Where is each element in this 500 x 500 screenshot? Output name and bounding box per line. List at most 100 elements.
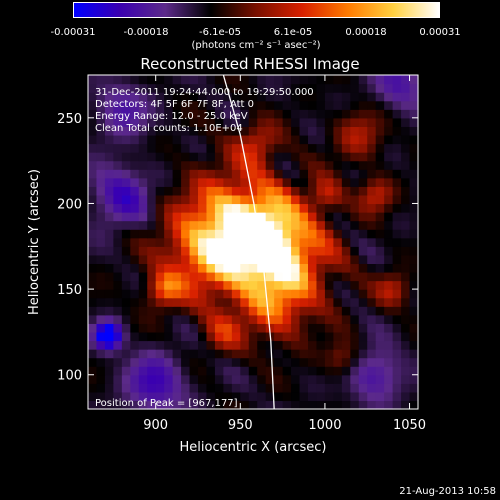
heatmap-cell [409,391,419,402]
heatmap-cell [96,220,106,230]
heatmap-cell [113,314,123,324]
heatmap-cell [299,194,309,205]
heatmap-cell [299,314,309,324]
heatmap-cell [282,331,292,342]
heatmap-cell [223,134,233,145]
heatmap-cell [401,297,411,307]
heatmap-cell [214,366,224,376]
heatmap-cell [350,160,360,170]
heatmap-cell [257,100,267,110]
heatmap-cell [324,126,334,136]
heatmap-cell [172,186,182,196]
heatmap-cell [324,323,334,333]
heatmap-cell [257,229,267,239]
heatmap-cell [358,126,368,136]
heatmap-cell [299,203,309,213]
heatmap-cell [164,400,174,410]
heatmap-cell [282,340,292,350]
heatmap-cell [265,314,275,324]
heatmap-cell [240,263,250,273]
heatmap-cell [392,323,402,333]
heatmap-cell [375,126,385,136]
heatmap-cell [384,117,394,127]
heatmap-cell [367,186,377,196]
heatmap-cell [223,117,233,127]
heatmap-cell [240,289,250,299]
heatmap-cell [181,177,191,187]
heatmap-cell [401,212,411,222]
heatmap-cell [164,357,174,367]
heatmap-cell [299,186,309,196]
heatmap-cell [138,160,148,170]
heatmap-cell [138,109,148,119]
heatmap-cell [350,237,360,247]
heatmap-cell [164,340,174,350]
heatmap-cell [358,109,368,119]
heatmap-cell [206,391,216,402]
heatmap-cell [240,160,250,170]
heatmap-cell [240,366,250,376]
heatmap-cell [189,117,199,127]
heatmap-cell [172,289,182,299]
heatmap-cell [155,177,165,187]
heatmap-cell [240,306,250,316]
heatmap-cell [223,152,233,162]
heatmap-cell [164,152,174,162]
heatmap-cell [198,169,208,179]
heatmap-cell [257,306,267,316]
heatmap-cell [392,263,402,273]
heatmap-cell [138,126,148,136]
heatmap-cell [138,400,148,410]
heatmap-cell [282,152,292,162]
heatmap-cell [375,391,385,402]
heatmap-cell [189,237,199,247]
heatmap-cell [88,289,98,299]
heatmap-cell [282,169,292,179]
heatmap-cell [308,229,318,239]
heatmap-cell [324,220,334,230]
heatmap-cell [341,263,351,273]
heatmap-cell [358,366,368,376]
heatmap-cell [181,374,191,384]
heatmap-cell [409,75,419,85]
heatmap-cell [257,314,267,324]
heatmap-cell [282,314,292,324]
heatmap-cell [240,134,250,145]
heatmap-cell [299,177,309,187]
heatmap-cell [113,203,123,213]
heatmap-cell [231,366,241,376]
heatmap-cell [113,289,123,299]
heatmap-cell [265,237,275,247]
heatmap-cell [282,117,292,127]
heatmap-cell [291,374,301,384]
heatmap-cell [257,134,267,145]
heatmap-cell [324,331,334,342]
heatmap-cell [113,100,123,110]
heatmap-cell [308,289,318,299]
heatmap-cell [299,400,309,410]
heatmap-cell [333,152,343,162]
heatmap-cell [341,297,351,307]
heatmap-cell [214,263,224,273]
heatmap-cell [350,391,360,402]
heatmap-cell [341,237,351,247]
heatmap-cell [316,186,326,196]
heatmap-cell [147,100,157,110]
heatmap-cell [172,391,182,402]
heatmap-cell [265,75,275,85]
heatmap-cell [341,331,351,342]
heatmap-cell [367,152,377,162]
heatmap-cell [113,349,123,359]
y-tick-label: 100 [57,369,82,384]
heatmap-cell [282,271,292,282]
heatmap-cell [282,383,292,393]
heatmap-cell [367,297,377,307]
heatmap-cell [367,323,377,333]
heatmap-cell [401,357,411,367]
heatmap-cell [358,212,368,222]
heatmap-cell [138,263,148,273]
heatmap-cell [240,117,250,127]
heatmap-cell [350,349,360,359]
heatmap-cell [138,374,148,384]
heatmap-cell [206,92,216,102]
